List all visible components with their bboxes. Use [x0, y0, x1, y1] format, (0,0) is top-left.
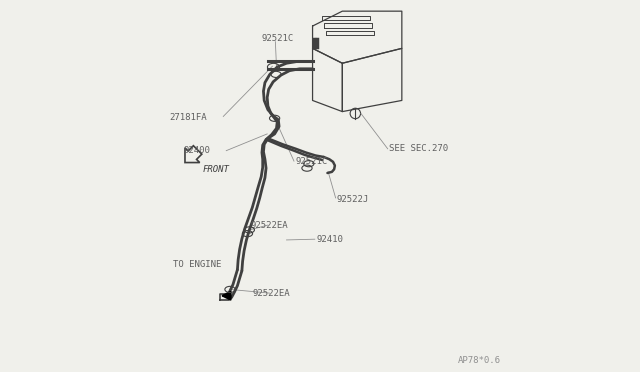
Text: AP78*0.6: AP78*0.6	[458, 356, 500, 365]
Text: 27181FA: 27181FA	[169, 113, 207, 122]
Text: 92522EA: 92522EA	[251, 221, 289, 230]
Text: 92522J: 92522J	[337, 195, 369, 203]
Text: 92522EA: 92522EA	[253, 289, 291, 298]
Text: 92410: 92410	[316, 235, 343, 244]
Text: TO ENGINE: TO ENGINE	[173, 260, 221, 269]
Text: FRONT: FRONT	[203, 165, 230, 174]
Text: SEE SEC.270: SEE SEC.270	[389, 144, 448, 153]
Text: 92521C: 92521C	[261, 34, 293, 43]
Text: 92400: 92400	[184, 146, 211, 155]
Text: 92521C: 92521C	[296, 157, 328, 166]
